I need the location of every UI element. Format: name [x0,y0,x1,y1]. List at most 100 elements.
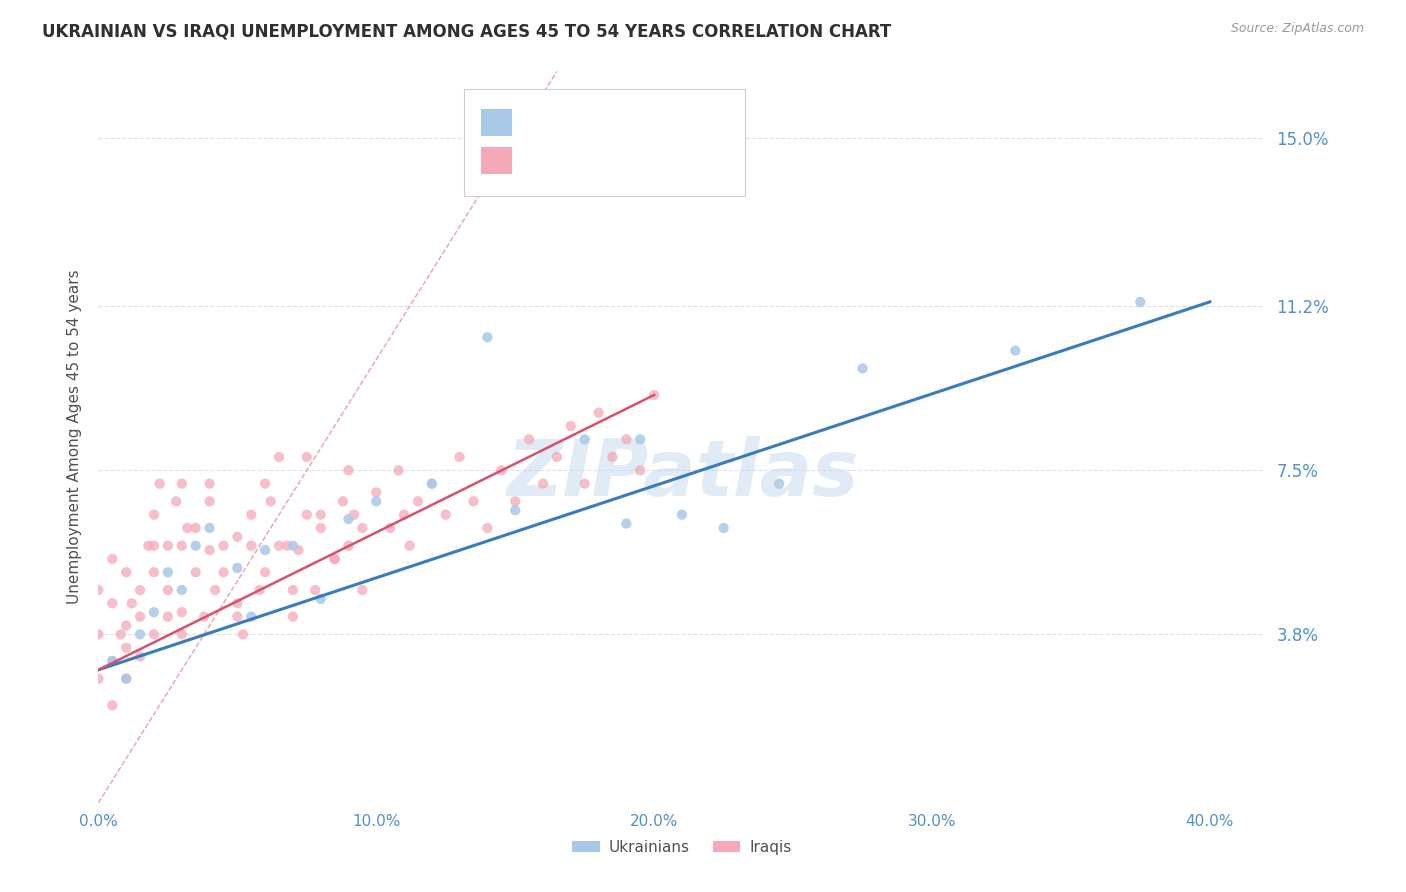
Point [170,605,193,619]
Point [170,476,193,491]
Point [546,450,568,464]
Point [588,406,610,420]
Point [343,508,366,522]
Point [260,494,283,508]
Point [628,463,651,477]
Point [295,450,318,464]
Point [101,698,124,713]
Point [143,605,166,619]
Point [560,419,582,434]
Point [184,539,207,553]
Point [156,609,179,624]
Point [115,618,138,632]
Point [398,539,420,553]
Point [198,494,221,508]
Point [323,552,346,566]
Point [337,539,360,553]
Point [287,543,309,558]
Point [434,508,457,522]
Point [671,508,693,522]
Point [267,450,290,464]
Point [254,566,277,580]
Point [628,432,651,446]
Point [170,539,193,553]
Point [101,654,124,668]
Point [156,539,179,553]
Point [240,539,263,553]
Point [110,627,132,641]
Point [387,463,409,477]
Point [602,450,624,464]
Point [226,561,249,575]
Point [115,640,138,655]
Point [304,582,326,597]
Point [115,672,138,686]
Point [170,582,193,597]
Point [87,582,110,597]
Text: R =: R = [520,114,555,128]
Point [198,521,221,535]
Point [212,566,235,580]
Point [337,512,360,526]
Point [420,476,443,491]
Point [352,582,374,597]
Point [212,539,235,553]
Point [249,582,271,597]
Point [156,566,179,580]
Point [477,330,499,344]
Point [477,521,499,535]
Point [574,432,596,446]
Text: N =: N = [616,153,652,167]
Point [281,609,304,624]
Point [449,450,471,464]
Point [101,654,124,668]
Point [276,539,298,553]
Point [420,476,443,491]
Point [115,566,138,580]
Text: 92: 92 [650,153,672,167]
Text: ZIPatlas: ZIPatlas [506,435,858,512]
Point [184,566,207,580]
Point [226,596,249,610]
Point [143,566,166,580]
Point [176,521,198,535]
Text: N =: N = [616,114,652,128]
Point [768,476,790,491]
Y-axis label: Unemployment Among Ages 45 to 54 years: Unemployment Among Ages 45 to 54 years [66,269,82,605]
Point [254,476,277,491]
Point [332,494,354,508]
Text: Source: ZipAtlas.com: Source: ZipAtlas.com [1230,22,1364,36]
Point [713,521,735,535]
Point [254,543,277,558]
Point [643,388,665,402]
Point [337,463,360,477]
Point [851,361,873,376]
Point [115,672,138,686]
Point [143,627,166,641]
Point [198,543,221,558]
Point [170,627,193,641]
Point [143,539,166,553]
Point [165,494,187,508]
Point [101,596,124,610]
Point [87,627,110,641]
Point [148,476,170,491]
Point [614,516,637,531]
Point [503,503,526,517]
Point [531,476,554,491]
Point [184,521,207,535]
Point [406,494,429,508]
Text: 0.409: 0.409 [555,114,606,128]
Point [129,627,152,641]
Point [156,582,179,597]
Point [366,494,388,508]
Point [352,521,374,535]
Point [281,539,304,553]
Point [193,609,215,624]
Point [323,552,346,566]
Point [129,649,152,664]
Point [232,627,254,641]
Point [143,508,166,522]
Point [226,609,249,624]
Point [503,494,526,508]
